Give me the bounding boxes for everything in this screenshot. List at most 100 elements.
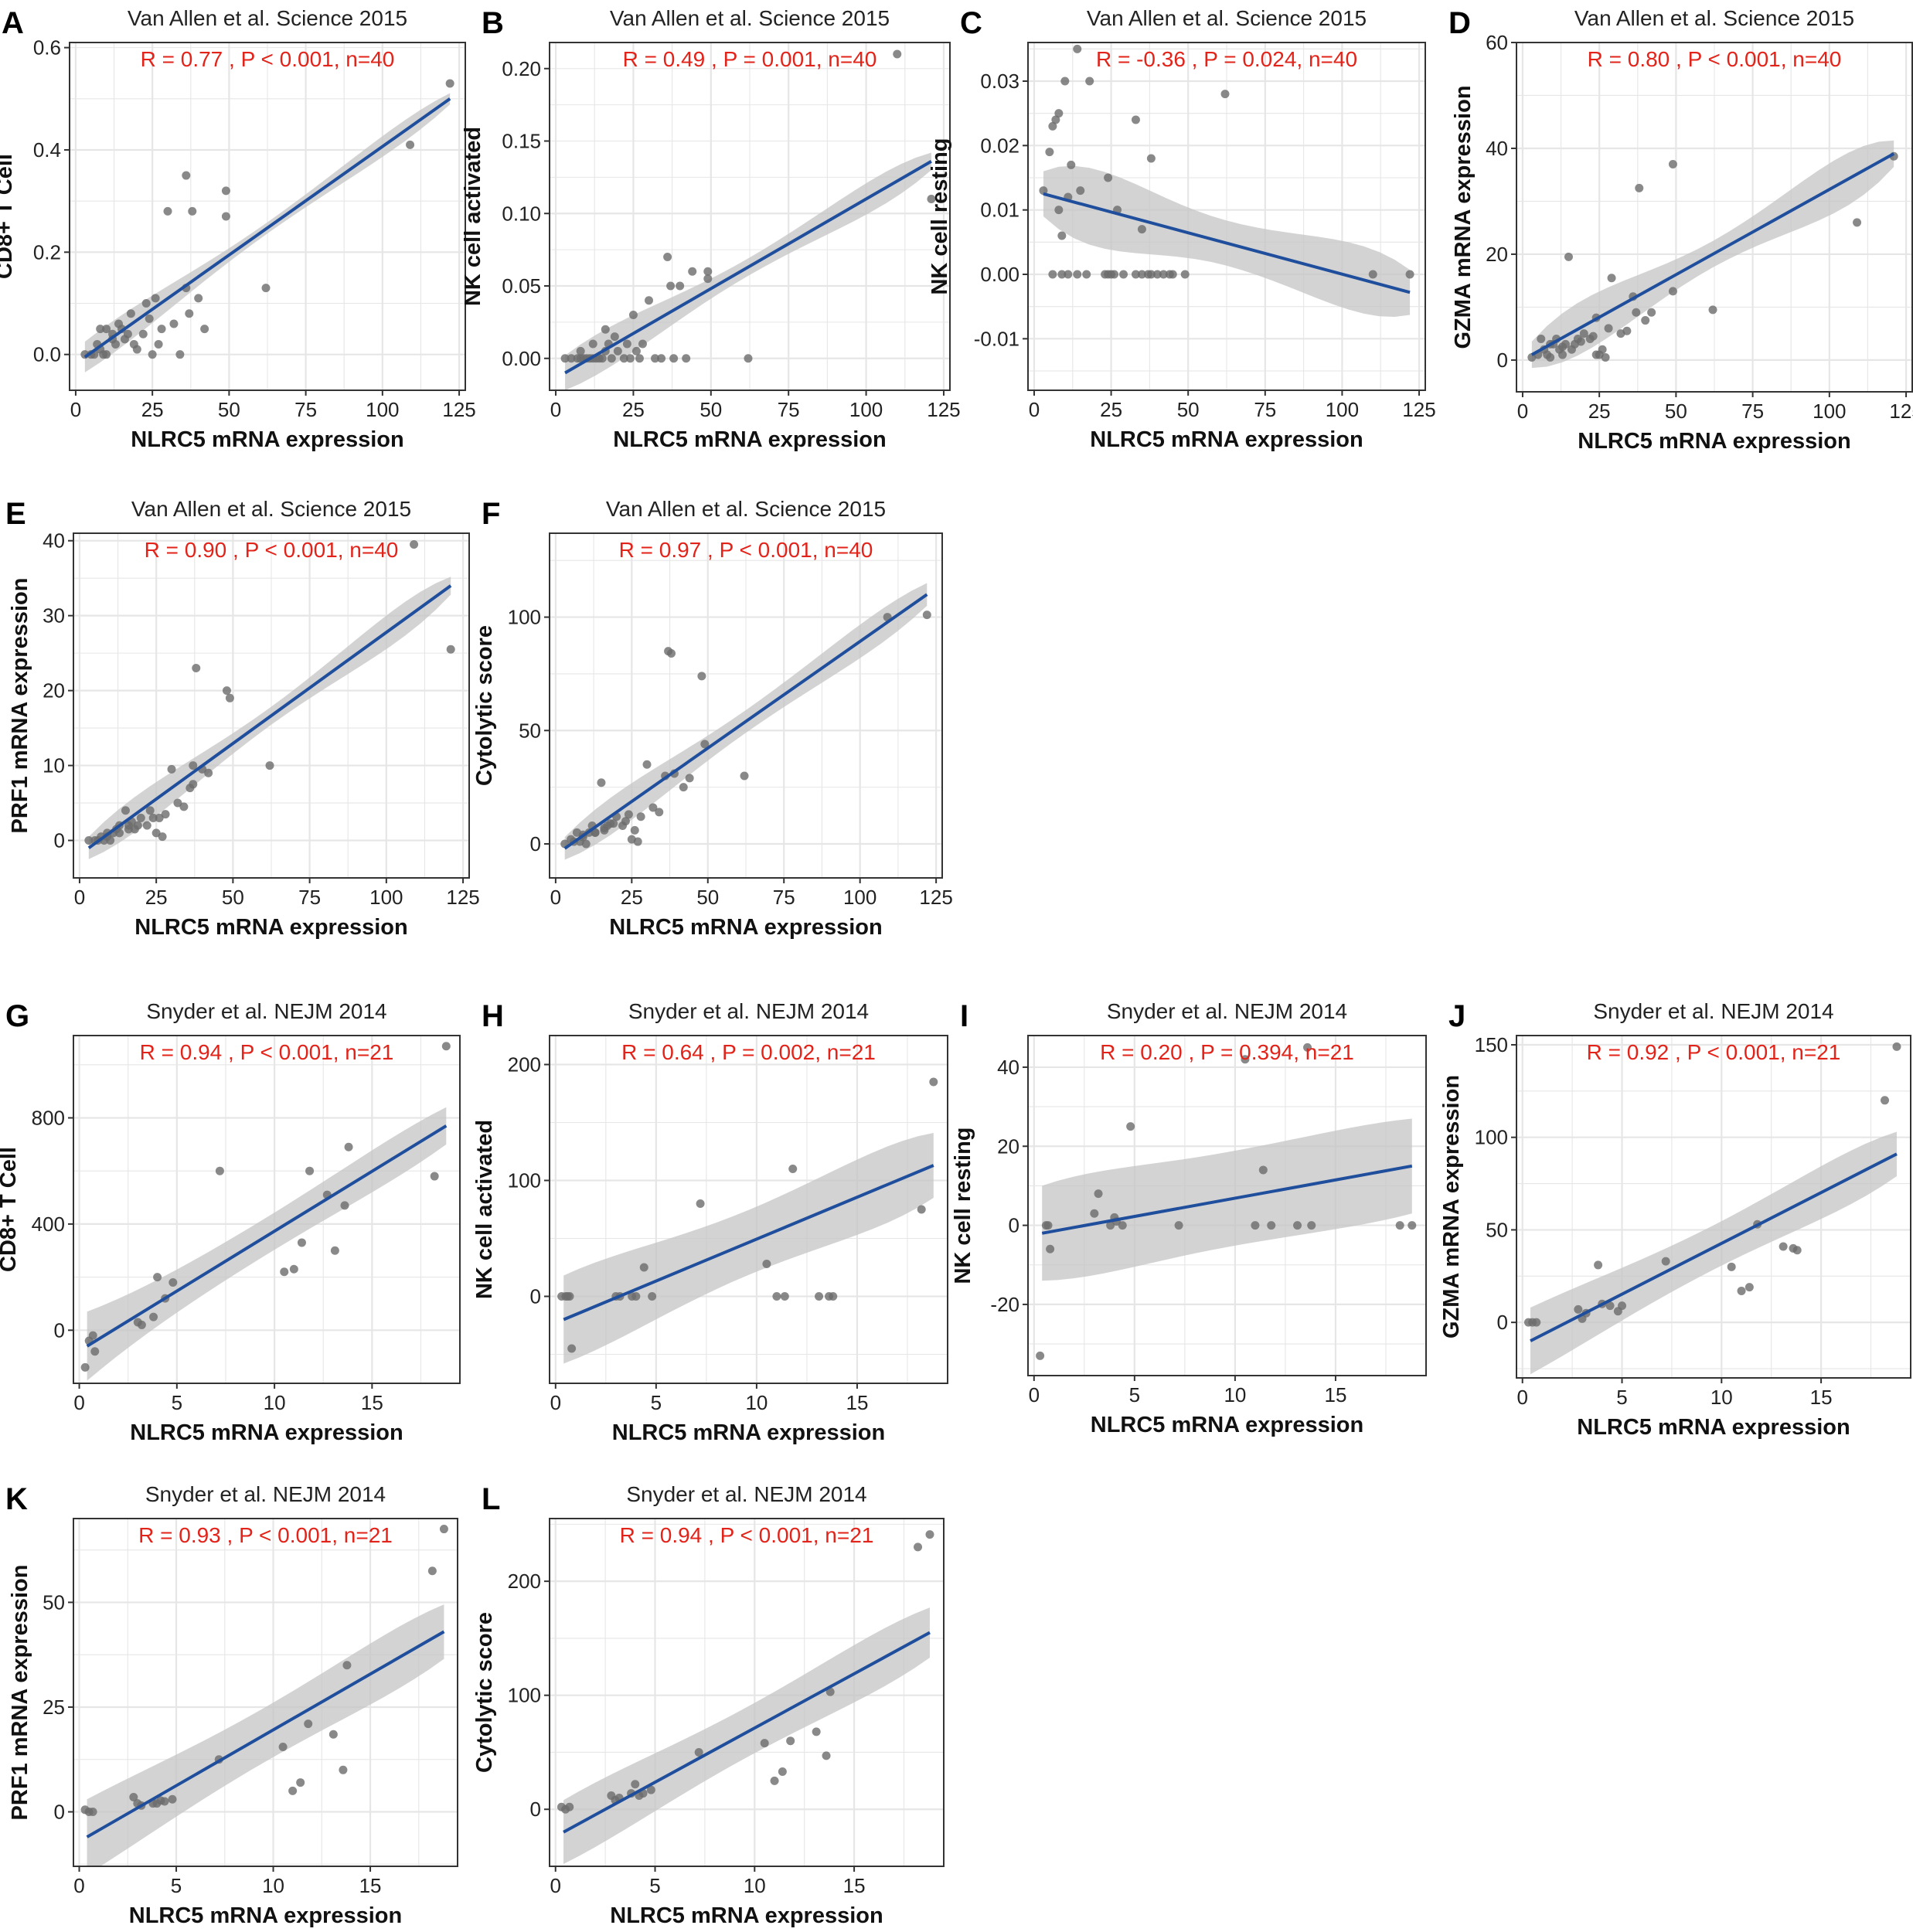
- y-axis-label: Cytolytic score: [472, 625, 497, 786]
- panel-k: 0 5 10 15 0 25 50 NLRC5 mRNA expression PRF1 mRN…: [5, 1482, 458, 1928]
- data-point: [145, 314, 154, 323]
- y-tick-label: 50: [519, 719, 541, 742]
- data-point: [189, 761, 198, 770]
- data-point: [651, 354, 660, 363]
- x-axis-label: NLRC5 mRNA expression: [134, 915, 407, 940]
- data-point: [200, 325, 209, 334]
- data-point: [639, 1263, 648, 1272]
- panel-letter: I: [960, 999, 968, 1033]
- data-point: [1641, 316, 1650, 325]
- data-point: [114, 319, 123, 328]
- data-point: [1745, 1283, 1754, 1292]
- x-tick-label: 50: [218, 398, 240, 421]
- x-tick-label: 10: [1710, 1386, 1733, 1409]
- x-tick-label: 0: [550, 398, 561, 421]
- y-axis-label: CD8+ T Cell: [0, 154, 17, 279]
- data-point: [1106, 1221, 1115, 1230]
- x-tick-label: 5: [172, 1391, 182, 1414]
- y-tick-label: 10: [43, 754, 65, 777]
- data-point: [1110, 270, 1119, 279]
- data-point: [342, 1661, 352, 1670]
- panel-i: 0 5 10 15 -20 0 20 40 NLRC5 mRNA expression NK ce…: [951, 999, 1427, 1437]
- data-point: [812, 1727, 821, 1736]
- y-tick-label: 0: [54, 829, 65, 852]
- data-point: [1594, 1260, 1603, 1270]
- data-point: [168, 1794, 177, 1804]
- panel-b: 0 25 50 75 100 125 0.00 0.05 0.10 0.15 0.20 NLRC5 m…: [461, 6, 961, 452]
- data-point: [280, 1267, 289, 1277]
- x-tick-label: 0: [1516, 1386, 1527, 1409]
- data-point: [1054, 109, 1064, 118]
- x-axis-label: NLRC5 mRNA expression: [612, 1420, 885, 1445]
- data-point: [145, 806, 155, 815]
- data-point: [1293, 1221, 1302, 1230]
- data-point: [136, 813, 145, 822]
- data-point: [1598, 345, 1607, 354]
- data-point: [628, 311, 638, 319]
- data-point: [633, 837, 642, 846]
- data-point: [646, 1785, 655, 1794]
- data-point: [1131, 115, 1140, 124]
- data-point: [597, 778, 606, 787]
- data-point: [1045, 148, 1054, 157]
- regression-line: [87, 584, 452, 849]
- data-point: [682, 354, 691, 363]
- data-point: [261, 284, 271, 293]
- data-point: [1853, 218, 1862, 227]
- data-point: [1618, 1301, 1627, 1311]
- y-tick-label: 0.2: [33, 240, 61, 264]
- data-point: [927, 195, 936, 203]
- x-tick-label: 125: [927, 398, 960, 421]
- data-point: [1408, 1221, 1417, 1230]
- x-tick-label: 25: [1588, 400, 1611, 423]
- data-point: [305, 1166, 315, 1175]
- panel-g: 0 5 10 15 0 400 800 NLRC5 mRNA expression CD8+ T…: [0, 999, 461, 1445]
- data-point: [339, 1765, 348, 1774]
- data-point: [1558, 350, 1568, 359]
- data-point: [1564, 252, 1573, 261]
- y-tick-label: 30: [43, 604, 65, 628]
- x-tick-label: 75: [773, 886, 795, 909]
- data-point: [1043, 1221, 1053, 1230]
- confidence-band: [87, 1107, 447, 1381]
- data-point: [129, 339, 138, 349]
- data-point: [106, 836, 115, 845]
- data-point: [148, 813, 158, 822]
- x-tick-label: 100: [1813, 400, 1846, 423]
- data-point: [744, 354, 753, 363]
- y-tick-label: 0: [54, 1801, 65, 1824]
- data-point: [189, 780, 198, 789]
- data-point: [657, 354, 666, 363]
- data-point: [1057, 231, 1067, 240]
- data-point: [215, 1166, 224, 1175]
- x-tick-label: 5: [1616, 1386, 1627, 1409]
- y-tick-label: 50: [1486, 1218, 1508, 1241]
- data-point: [694, 1747, 703, 1757]
- x-tick-label: 0: [74, 886, 85, 909]
- y-tick-label: 0: [1497, 349, 1508, 372]
- data-point: [1126, 1122, 1135, 1131]
- data-point: [1668, 287, 1677, 296]
- x-tick-label: 25: [1100, 398, 1122, 421]
- data-point: [163, 206, 172, 216]
- data-point: [142, 821, 151, 830]
- data-point: [158, 832, 167, 842]
- confidence-band: [1530, 1131, 1897, 1375]
- y-axis-label: NK cell activated: [472, 1120, 497, 1299]
- x-tick-label: 5: [649, 1874, 660, 1897]
- data-point: [648, 1292, 657, 1301]
- data-point: [607, 354, 616, 363]
- data-point: [1892, 1042, 1901, 1051]
- x-tick-label: 75: [1254, 398, 1276, 421]
- data-point: [1131, 270, 1140, 279]
- x-tick-label: 0: [73, 1391, 84, 1414]
- panel-f: 0 25 50 75 100 125 0 50 100 NLRC5 mRNA expression…: [472, 497, 953, 940]
- data-point: [1632, 308, 1641, 317]
- data-point: [344, 1142, 353, 1151]
- y-tick-label: 0.6: [33, 36, 61, 60]
- data-point: [762, 1260, 771, 1268]
- data-point: [1708, 305, 1717, 315]
- x-tick-label: 15: [843, 1874, 866, 1897]
- data-point: [597, 354, 607, 363]
- data-point: [156, 1796, 165, 1805]
